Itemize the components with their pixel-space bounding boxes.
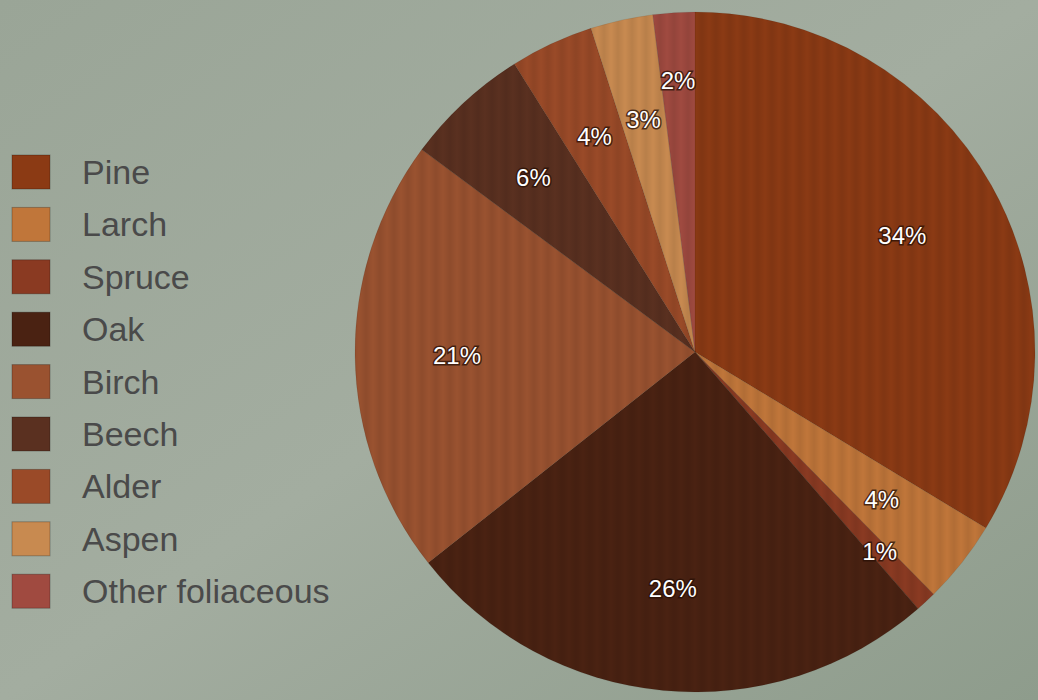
legend-swatch <box>12 417 50 451</box>
data-label: 3% <box>626 106 661 133</box>
background <box>0 0 1038 700</box>
data-label: 1% <box>862 538 897 565</box>
legend-swatch <box>12 312 50 346</box>
legend-swatch <box>12 260 50 294</box>
legend-swatch <box>12 207 50 241</box>
data-label: 34% <box>878 222 926 249</box>
legend-swatch <box>12 155 50 189</box>
slice <box>653 12 695 352</box>
wood-grain <box>653 12 695 352</box>
data-label: 2% <box>661 67 696 94</box>
chart: 34% 4% 1% 26% 21% 6% 4% 3%2% Pine Larch Spruce Oak B… <box>0 0 1038 700</box>
legend-label: Oak <box>82 310 145 348</box>
wood-grain <box>355 150 695 563</box>
pie: 34% 4% 1% 26% 21% 6% 4% 3%2% <box>355 12 1035 692</box>
legend-swatch <box>12 574 50 608</box>
data-label: 4% <box>864 486 899 513</box>
data-label: 26% <box>649 575 697 602</box>
legend-label: Other foliaceous <box>82 572 330 610</box>
legend-label: Birch <box>82 363 159 401</box>
legend-label: Beech <box>82 415 178 453</box>
data-label: 4% <box>577 123 612 150</box>
wood-grain <box>695 352 934 609</box>
wood-grain <box>422 64 695 352</box>
wood-grain <box>514 28 695 352</box>
wood-grain <box>591 15 695 352</box>
legend-swatch <box>12 522 50 556</box>
wood-grain <box>695 12 1035 528</box>
legend-label: Spruce <box>82 258 190 296</box>
legend-swatch <box>12 365 50 399</box>
legend-swatch <box>12 469 50 503</box>
wood-grain <box>428 352 918 692</box>
wood-grain <box>695 352 986 594</box>
legend-label: Alder <box>82 467 161 505</box>
legend: Pine Larch Spruce Oak Birch Beech Alder Aspen Ot… <box>12 153 330 610</box>
data-label: 21% <box>433 342 481 369</box>
legend-label: Aspen <box>82 520 178 558</box>
legend-label: Larch <box>82 205 167 243</box>
legend-label: Pine <box>82 153 150 191</box>
data-label: 6% <box>516 164 551 191</box>
